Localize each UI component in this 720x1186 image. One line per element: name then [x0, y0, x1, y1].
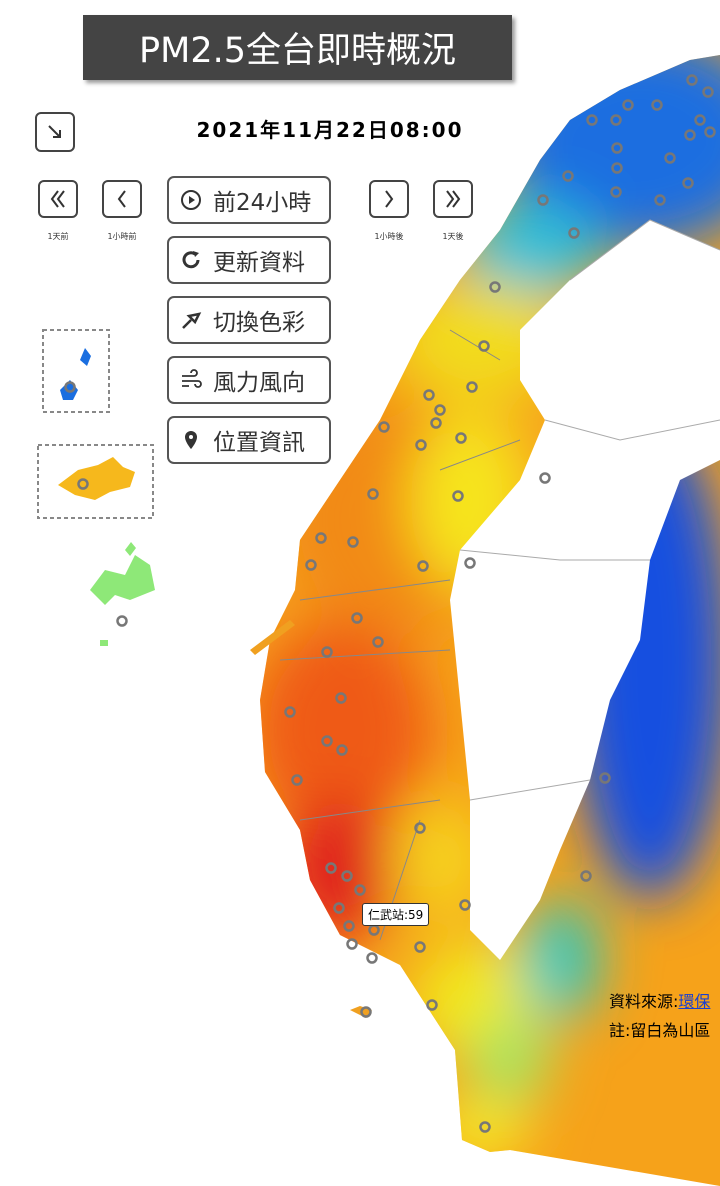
button-label: 更新資料: [213, 250, 305, 276]
button-icon: [182, 369, 202, 388]
station[interactable]: [434, 404, 446, 416]
station[interactable]: [417, 560, 429, 572]
station[interactable]: [378, 421, 390, 433]
nav-button[interactable]: [38, 180, 78, 218]
station[interactable]: [372, 636, 384, 648]
station[interactable]: [341, 870, 353, 882]
button-label: 風力風向: [213, 370, 305, 396]
station[interactable]: [343, 920, 355, 932]
station[interactable]: [77, 478, 89, 490]
note: 註:留白為山區: [609, 1021, 711, 1040]
station[interactable]: [414, 822, 426, 834]
station[interactable]: [426, 999, 438, 1011]
station[interactable]: [651, 99, 663, 111]
station[interactable]: [568, 227, 580, 239]
nav-label: 1天前: [47, 232, 69, 241]
station-tooltip: 仁武站:59: [362, 903, 430, 926]
station[interactable]: [455, 432, 467, 444]
station[interactable]: [611, 162, 623, 174]
station[interactable]: [702, 86, 714, 98]
station[interactable]: [478, 340, 490, 352]
station[interactable]: [321, 646, 333, 658]
button-label: 前24小時: [213, 190, 312, 216]
station[interactable]: [423, 389, 435, 401]
station[interactable]: [684, 129, 696, 141]
nav-button[interactable]: [433, 180, 473, 218]
nav-icon: [50, 190, 65, 208]
nav-icon: [385, 190, 394, 208]
button-icon: [182, 251, 200, 269]
nav-label: 1小時後: [374, 232, 404, 241]
station[interactable]: [611, 142, 623, 154]
nav-icon: [446, 190, 461, 208]
station[interactable]: [305, 559, 317, 571]
station[interactable]: [654, 194, 666, 206]
button-label: 位置資訊: [213, 430, 305, 456]
menu-button[interactable]: 前24小時: [167, 176, 331, 224]
nav-label: 1天後: [442, 232, 464, 241]
station[interactable]: [354, 884, 366, 896]
station[interactable]: [479, 1121, 491, 1133]
datetime: 2021年11月22日08:00: [196, 118, 464, 142]
station[interactable]: [694, 114, 706, 126]
station[interactable]: [537, 194, 549, 206]
button-icon: [181, 190, 201, 210]
station[interactable]: [333, 902, 345, 914]
nav-button[interactable]: [102, 180, 142, 218]
station[interactable]: [367, 488, 379, 500]
station[interactable]: [452, 490, 464, 502]
station[interactable]: [704, 126, 716, 138]
station[interactable]: [116, 615, 128, 627]
menu-button[interactable]: 位置資訊: [167, 416, 331, 464]
station[interactable]: [459, 899, 471, 911]
station[interactable]: [562, 170, 574, 182]
station[interactable]: [580, 870, 592, 882]
station[interactable]: [321, 735, 333, 747]
station[interactable]: [664, 152, 676, 164]
station[interactable]: [682, 177, 694, 189]
station[interactable]: [415, 439, 427, 451]
station[interactable]: [610, 186, 622, 198]
station[interactable]: [430, 417, 442, 429]
station[interactable]: [360, 1006, 372, 1018]
menu-button[interactable]: 更新資料: [167, 236, 331, 284]
nav-icon: [117, 190, 126, 208]
station[interactable]: [414, 941, 426, 953]
source-label: 資料來源:: [609, 992, 679, 1011]
menu-button[interactable]: 切換色彩: [167, 296, 331, 344]
nav-button[interactable]: [369, 180, 409, 218]
nav-label: 1小時前: [107, 232, 137, 241]
station[interactable]: [346, 938, 358, 950]
station[interactable]: [539, 472, 551, 484]
station[interactable]: [347, 536, 359, 548]
button-label: 切換色彩: [213, 310, 305, 336]
source-link[interactable]: 環保: [678, 992, 711, 1011]
station[interactable]: [335, 692, 347, 704]
station[interactable]: [284, 706, 296, 718]
collapse-button[interactable]: [35, 112, 75, 152]
button-icon: [182, 312, 202, 329]
button-icon: [185, 431, 197, 449]
station[interactable]: [315, 532, 327, 544]
source: 資料來源:環保: [609, 988, 720, 1012]
station[interactable]: [686, 74, 698, 86]
station[interactable]: [586, 114, 598, 126]
station[interactable]: [464, 557, 476, 569]
station[interactable]: [466, 381, 478, 393]
station[interactable]: [64, 381, 76, 393]
station[interactable]: [291, 774, 303, 786]
station[interactable]: [366, 952, 378, 964]
station[interactable]: [610, 114, 622, 126]
title: PM2.5全台即時概況: [83, 15, 512, 80]
station[interactable]: [351, 612, 363, 624]
station[interactable]: [489, 281, 501, 293]
station[interactable]: [325, 862, 337, 874]
station[interactable]: [599, 772, 611, 784]
station[interactable]: [622, 99, 634, 111]
station[interactable]: [336, 744, 348, 756]
menu-button[interactable]: 風力風向: [167, 356, 331, 404]
